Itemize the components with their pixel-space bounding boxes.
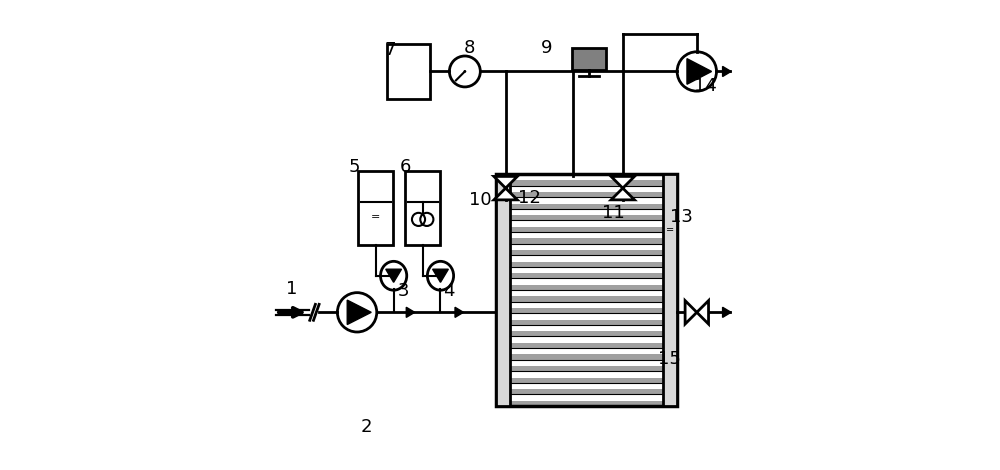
Bar xyxy=(510,366,663,371)
Bar xyxy=(510,377,663,383)
Bar xyxy=(510,320,663,325)
Bar xyxy=(510,290,663,297)
Bar xyxy=(510,220,663,227)
Bar xyxy=(510,331,663,337)
Bar xyxy=(510,313,663,320)
Polygon shape xyxy=(611,188,634,200)
Bar xyxy=(510,273,663,278)
Bar xyxy=(496,174,510,406)
Bar xyxy=(358,171,393,245)
Polygon shape xyxy=(697,301,709,324)
Bar xyxy=(510,354,663,360)
Bar xyxy=(510,209,663,215)
Text: 3: 3 xyxy=(398,282,410,300)
Bar xyxy=(510,343,663,348)
Bar xyxy=(510,267,663,273)
Bar xyxy=(510,348,663,354)
Text: 9: 9 xyxy=(541,39,553,56)
Bar xyxy=(510,192,663,197)
Bar xyxy=(510,180,663,186)
Bar xyxy=(510,325,663,331)
Text: 14: 14 xyxy=(694,77,717,95)
Polygon shape xyxy=(433,269,448,282)
Bar xyxy=(510,232,663,238)
Bar xyxy=(510,308,663,313)
Text: 10: 10 xyxy=(469,191,492,209)
Circle shape xyxy=(463,70,466,73)
Text: 15: 15 xyxy=(658,350,681,368)
Polygon shape xyxy=(611,176,634,188)
Text: 13: 13 xyxy=(670,208,693,226)
Bar xyxy=(510,197,663,204)
Bar xyxy=(510,255,663,262)
Bar xyxy=(510,243,663,250)
Polygon shape xyxy=(386,269,401,282)
Polygon shape xyxy=(347,300,371,324)
Bar xyxy=(510,227,663,232)
Bar xyxy=(663,174,677,406)
Polygon shape xyxy=(494,176,517,188)
Text: 1: 1 xyxy=(286,280,297,298)
Bar xyxy=(510,383,663,389)
Bar xyxy=(510,394,663,401)
Text: 11: 11 xyxy=(602,204,625,221)
Bar xyxy=(510,337,663,343)
Text: =: = xyxy=(666,225,674,235)
Text: 4: 4 xyxy=(443,282,454,300)
Text: 6: 6 xyxy=(400,158,411,176)
Bar xyxy=(510,401,663,406)
Bar xyxy=(387,44,430,99)
Text: 5: 5 xyxy=(349,158,360,176)
Polygon shape xyxy=(723,307,731,317)
Bar xyxy=(510,278,663,285)
Bar xyxy=(510,360,663,366)
Bar xyxy=(496,174,677,406)
Bar xyxy=(510,186,663,192)
Polygon shape xyxy=(723,66,731,77)
Bar xyxy=(510,262,663,267)
Text: 8: 8 xyxy=(464,39,475,56)
Polygon shape xyxy=(685,301,697,324)
Bar xyxy=(510,250,663,255)
Text: 7: 7 xyxy=(384,41,396,59)
Bar xyxy=(510,371,663,377)
Text: =: = xyxy=(371,212,381,222)
Bar xyxy=(510,285,663,290)
Bar xyxy=(510,389,663,394)
Text: 2: 2 xyxy=(361,418,372,436)
Text: 12: 12 xyxy=(518,189,540,207)
Polygon shape xyxy=(687,59,712,84)
Bar xyxy=(572,48,606,70)
Polygon shape xyxy=(455,307,463,317)
Polygon shape xyxy=(494,188,517,200)
Bar xyxy=(405,171,440,245)
Bar xyxy=(510,204,663,209)
Bar xyxy=(510,174,663,180)
Bar xyxy=(510,215,663,220)
Bar xyxy=(510,297,663,302)
Bar xyxy=(510,238,663,243)
Polygon shape xyxy=(406,307,415,317)
Bar xyxy=(510,302,663,308)
